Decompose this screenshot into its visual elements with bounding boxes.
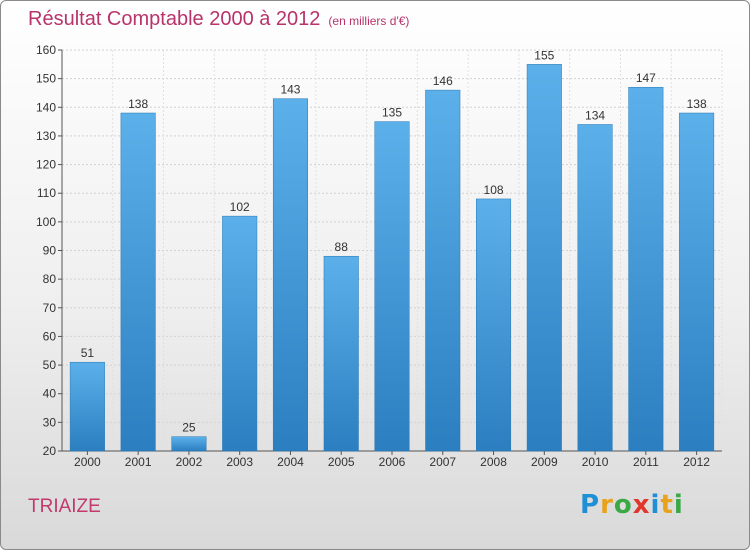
bar-2005 xyxy=(323,255,359,452)
y-tick-label: 150 xyxy=(36,72,56,86)
chart-title: Résultat Comptable 2000 à 2012 (en millie… xyxy=(28,8,409,31)
labels: 20 30 40 50 60 70 80 90 100 110 120 130 140 150 160 51 2… xyxy=(36,43,710,469)
y-tick-label: 40 xyxy=(43,387,57,401)
commune-name: TRIAIZE xyxy=(28,496,101,517)
data-label-2012: 138 xyxy=(687,97,707,111)
bar-2006 xyxy=(374,121,410,452)
logo-letter: P xyxy=(580,490,601,520)
x-tick-label-2004: 2004 xyxy=(277,455,304,469)
x-tick-label-2008: 2008 xyxy=(480,455,507,469)
data-label-2002: 25 xyxy=(182,421,196,435)
bars xyxy=(69,64,715,452)
y-tick-label: 80 xyxy=(43,272,57,286)
logo-letter: x xyxy=(632,490,651,520)
bar-2001 xyxy=(120,112,156,452)
logo-letter: o xyxy=(613,490,633,520)
logo-letter: i xyxy=(650,490,661,520)
data-label-2004: 143 xyxy=(280,83,300,97)
bar-2010 xyxy=(577,124,613,452)
y-tick-label: 160 xyxy=(36,43,56,57)
y-tick-label: 120 xyxy=(36,158,56,172)
data-label-2000: 51 xyxy=(81,346,95,360)
logo-letter: r xyxy=(600,490,614,520)
data-label-2007: 146 xyxy=(433,74,453,88)
data-label-2005: 88 xyxy=(335,240,349,254)
logo-letter: t xyxy=(660,490,674,520)
x-tick-label-2002: 2002 xyxy=(176,455,203,469)
bar-2012 xyxy=(679,112,715,452)
y-tick-label: 70 xyxy=(43,301,57,315)
bar-2004 xyxy=(272,98,308,452)
x-tick-label-2012: 2012 xyxy=(683,455,710,469)
logo-letter: i xyxy=(673,490,684,520)
data-label-2003: 102 xyxy=(230,200,250,214)
bar-2007 xyxy=(425,89,461,452)
y-tick-label: 30 xyxy=(43,415,57,429)
bar-2011 xyxy=(628,86,664,452)
bar-2008 xyxy=(476,198,512,452)
proxiti-logo: Proxiti xyxy=(580,490,684,520)
x-tick-label-2009: 2009 xyxy=(531,455,558,469)
data-label-2006: 135 xyxy=(382,106,402,120)
x-tick-label-2010: 2010 xyxy=(582,455,609,469)
y-tick-label: 140 xyxy=(36,100,56,114)
data-label-2008: 108 xyxy=(484,183,504,197)
y-tick-label: 130 xyxy=(36,129,56,143)
bar-2000 xyxy=(69,361,105,452)
y-tick-label: 100 xyxy=(36,215,56,229)
x-tick-label-2001: 2001 xyxy=(125,455,152,469)
x-tick-label-2003: 2003 xyxy=(226,455,253,469)
x-tick-label-2005: 2005 xyxy=(328,455,355,469)
bar-2009 xyxy=(526,64,562,452)
bar-2003 xyxy=(222,215,258,452)
title-text: Résultat Comptable 2000 à 2012 xyxy=(28,8,321,30)
x-tick-label-2000: 2000 xyxy=(74,455,101,469)
x-tick-label-2007: 2007 xyxy=(429,455,456,469)
data-label-2009: 155 xyxy=(534,48,554,62)
data-label-2010: 134 xyxy=(585,108,605,122)
x-tick-label-2011: 2011 xyxy=(633,455,659,469)
data-label-2001: 138 xyxy=(128,97,148,111)
bar-2002 xyxy=(171,436,207,452)
title-unit: (en milliers d'€) xyxy=(328,14,410,28)
y-tick-label: 50 xyxy=(43,358,57,372)
y-tick-label: 60 xyxy=(43,329,57,343)
x-tick-label-2006: 2006 xyxy=(379,455,406,469)
data-label-2011: 147 xyxy=(636,71,656,85)
y-tick-label: 110 xyxy=(37,186,56,200)
y-tick-label: 90 xyxy=(43,244,57,258)
y-tick-label: 20 xyxy=(43,444,57,458)
